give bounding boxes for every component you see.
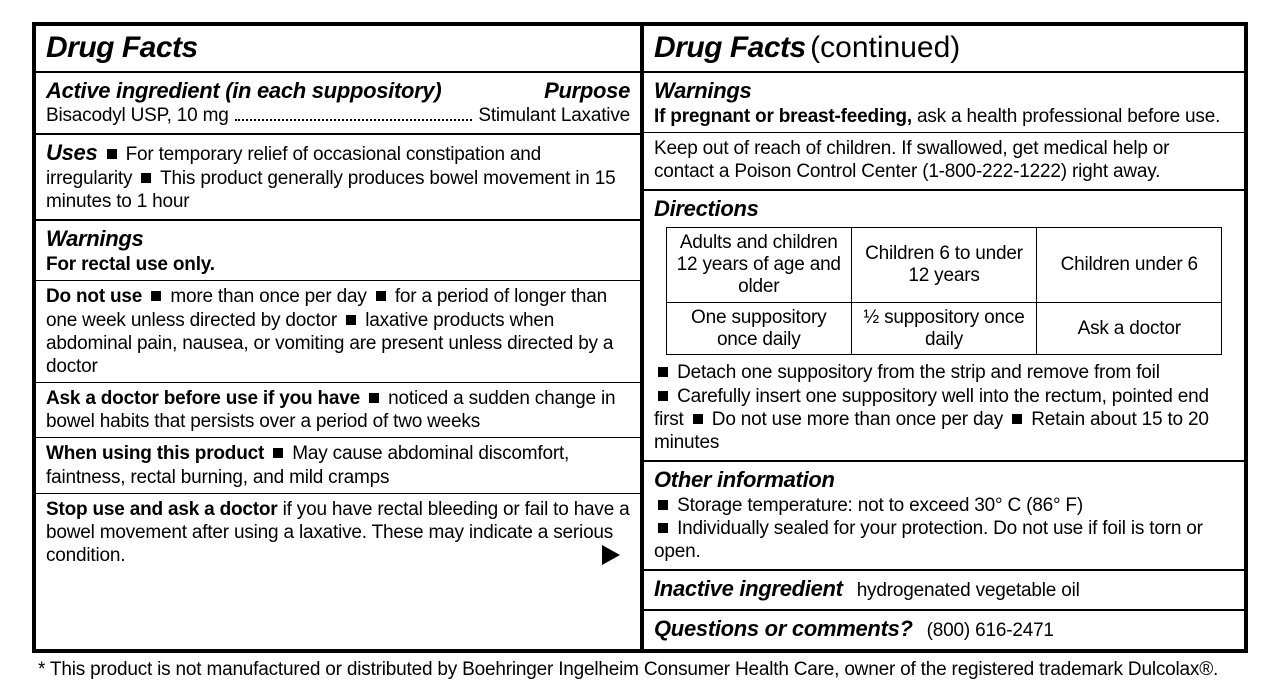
table-row: Adults and children 12 years of age and … [666, 228, 1222, 303]
directions-table: Adults and children 12 years of age and … [666, 227, 1223, 355]
when-using-lead: When using this product [46, 443, 264, 464]
inactive-heading: Inactive ingredient [654, 576, 843, 603]
bullet-icon [141, 173, 151, 183]
dir-col-2-value: ½ suppository once daily [851, 302, 1036, 355]
purpose-heading: Purpose [544, 78, 630, 104]
bullet-icon [346, 315, 356, 325]
bullet-icon [273, 448, 283, 458]
questions-phone: (800) 616-2471 [927, 619, 1054, 642]
purpose-value: Stimulant Laxative [478, 104, 630, 127]
questions-section: Questions or comments? (800) 616-2471 [644, 609, 1244, 649]
divider [36, 493, 640, 494]
warnings-heading-2: Warnings [654, 78, 1234, 105]
warnings-continued-section: Warnings If pregnant or breast-feeding, … [644, 71, 1244, 189]
active-ingredient-heading: Active ingredient (in each suppository) [46, 78, 441, 104]
other-info-1: Storage temperature: not to exceed 30° C… [677, 495, 1083, 516]
uses-heading: Uses [46, 140, 97, 165]
rectal-only: For rectal use only. [46, 253, 630, 276]
continued-label: (continued) [810, 31, 960, 64]
dir-col-1-value: One suppository once daily [666, 302, 851, 355]
dir-col-3-value: Ask a doctor [1037, 302, 1222, 355]
bullet-icon [1012, 414, 1022, 424]
do-not-use-1: more than once per day [170, 286, 366, 307]
uses-item-2: This product generally produces bowel mo… [46, 168, 616, 212]
divider [36, 280, 640, 281]
bullet-icon [658, 367, 668, 377]
stop-use-lead: Stop use and ask a doctor [46, 499, 278, 520]
bullet-icon [376, 291, 386, 301]
inactive-ingredient-section: Inactive ingredient hydrogenated vegetab… [644, 569, 1244, 609]
directions-heading: Directions [654, 196, 1234, 223]
other-info-section: Other information Storage temperature: n… [644, 460, 1244, 569]
keep-out-of-reach: Keep out of reach of children. If swallo… [654, 137, 1234, 183]
drug-facts-title-2: Drug Facts [654, 31, 806, 64]
footnote: * This product is not manufactured or di… [38, 659, 1248, 681]
warnings-section: Warnings For rectal use only. Do not use… [36, 219, 640, 649]
left-column: Drug Facts Active ingredient (in each su… [36, 26, 640, 649]
divider [36, 382, 640, 383]
warnings-heading: Warnings [46, 226, 630, 253]
drug-facts-title: Drug Facts [46, 31, 198, 64]
questions-heading: Questions or comments? [654, 616, 913, 643]
divider [644, 132, 1244, 133]
pregnant-lead: If pregnant or breast-feeding, [654, 106, 912, 127]
active-ingredient-name: Bisacodyl USP, 10 mg [46, 104, 229, 127]
bullet-icon [658, 523, 668, 533]
dir-bullet-1: Detach one suppository from the strip an… [677, 362, 1160, 383]
pregnant-body: ask a health professional before use. [917, 106, 1220, 127]
title-section: Drug Facts [36, 26, 640, 71]
divider [36, 437, 640, 438]
drug-facts-box: Drug Facts Active ingredient (in each su… [32, 22, 1248, 653]
drug-facts-panel: Drug Facts Active ingredient (in each su… [32, 22, 1248, 681]
dir-col-2-header: Children 6 to under 12 years [851, 228, 1036, 303]
dir-col-1-header: Adults and children 12 years of age and … [666, 228, 851, 303]
bullet-icon [693, 414, 703, 424]
right-column: Drug Facts (continued) Warnings If pregn… [640, 26, 1244, 649]
bullet-icon [107, 149, 117, 159]
continue-arrow-icon [602, 545, 620, 565]
title-continued-section: Drug Facts (continued) [644, 26, 1244, 71]
dir-col-3-header: Children under 6 [1037, 228, 1222, 303]
other-info-heading: Other information [654, 467, 1234, 494]
directions-section: Directions Adults and children 12 years … [644, 189, 1244, 460]
table-row: One suppository once daily ½ suppository… [666, 302, 1222, 355]
bullet-icon [369, 393, 379, 403]
leader-dots [235, 105, 473, 121]
uses-section: Uses For temporary relief of occasional … [36, 133, 640, 219]
bullet-icon [658, 500, 668, 510]
active-ingredient-section: Active ingredient (in each suppository) … [36, 71, 640, 133]
ask-doctor-lead: Ask a doctor before use if you have [46, 388, 360, 409]
bullet-icon [658, 391, 668, 401]
inactive-body: hydrogenated vegetable oil [857, 579, 1080, 602]
bullet-icon [151, 291, 161, 301]
do-not-use-lead: Do not use [46, 286, 142, 307]
dir-bullet-2b: Do not use more than once per day [712, 409, 1003, 430]
other-info-2: Individually sealed for your protection.… [654, 518, 1203, 562]
